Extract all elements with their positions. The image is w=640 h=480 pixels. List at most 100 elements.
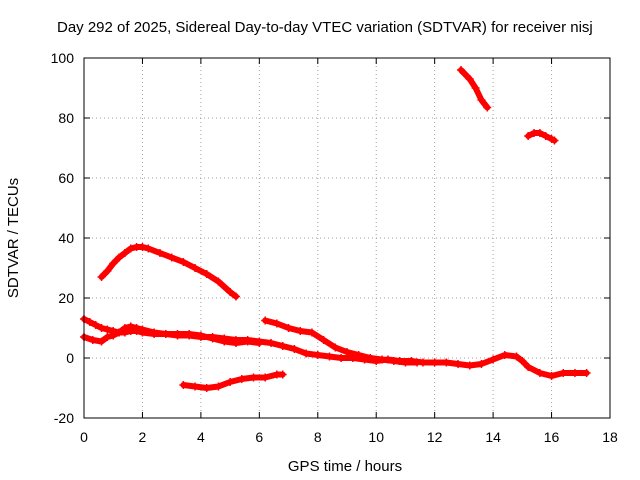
data-point — [196, 331, 205, 340]
y-tick-label: 20 — [58, 290, 74, 306]
data-point — [378, 355, 387, 364]
data-point — [249, 373, 258, 382]
data-point — [97, 324, 106, 332]
data-point — [132, 324, 141, 332]
data-point — [115, 328, 124, 337]
data-point — [231, 339, 240, 347]
data-point — [465, 361, 474, 370]
data-point — [103, 267, 112, 275]
data-point — [477, 96, 486, 104]
series-track-1 — [97, 243, 240, 301]
axis-ticks — [83, 57, 611, 419]
y-tick-label: 100 — [51, 50, 75, 66]
data-point — [91, 321, 100, 329]
data-point — [307, 328, 316, 337]
x-tick-label: 4 — [197, 429, 205, 445]
data-point — [302, 349, 311, 358]
series-track-3 — [80, 322, 264, 347]
x-tick-label: 10 — [368, 429, 384, 445]
data-point — [150, 328, 159, 337]
y-tick-label: 40 — [58, 230, 74, 246]
data-point — [541, 132, 550, 140]
data-point — [226, 288, 235, 296]
data-point — [524, 132, 533, 140]
data-point — [284, 324, 293, 332]
data-point — [138, 243, 147, 251]
data-point — [155, 249, 164, 257]
x-tick-label: 8 — [314, 429, 322, 445]
data-point — [126, 244, 135, 253]
data-point — [389, 357, 398, 365]
data-point — [214, 277, 223, 286]
data-point — [144, 244, 153, 253]
data-point — [237, 375, 246, 383]
data-point — [208, 334, 217, 343]
data-point — [512, 352, 521, 361]
data-point — [97, 273, 106, 281]
data-point — [138, 325, 147, 334]
plot-frame — [83, 57, 611, 419]
data-point — [167, 253, 176, 262]
data-point — [109, 331, 118, 340]
data-point — [570, 369, 579, 377]
data-point — [535, 369, 544, 377]
y-tick-label: 60 — [58, 170, 74, 186]
data-point — [231, 292, 240, 301]
data-point — [103, 333, 112, 341]
data-point — [582, 369, 591, 377]
data-point — [109, 259, 118, 268]
series-track-4 — [261, 316, 422, 367]
data-point — [173, 330, 182, 338]
x-tick-label: 18 — [602, 429, 618, 445]
data-point — [524, 363, 533, 371]
y-tick-label: -20 — [54, 410, 74, 426]
data-point — [226, 378, 235, 386]
y-tick-label: 0 — [66, 350, 74, 366]
x-tick-label: 14 — [485, 429, 501, 445]
data-point — [278, 370, 287, 379]
chart-title: Day 292 of 2025, Sidereal Day-to-day VTE… — [57, 19, 593, 36]
data-point — [185, 330, 194, 338]
data-point — [343, 348, 351, 356]
data-point — [191, 382, 200, 391]
data-point — [296, 327, 305, 335]
data-point — [456, 66, 465, 74]
data-point — [161, 330, 170, 338]
data-point — [471, 84, 480, 92]
data-point — [261, 316, 270, 325]
data-point — [97, 337, 106, 346]
y-tick-label: 80 — [58, 110, 74, 126]
data-point — [483, 103, 492, 112]
data-point — [220, 337, 229, 346]
data-point — [243, 337, 252, 346]
data-point — [103, 325, 112, 334]
data-point — [535, 129, 544, 137]
data-point — [430, 358, 439, 367]
data-series — [80, 66, 591, 392]
data-point — [465, 75, 474, 83]
data-point — [559, 369, 568, 377]
data-point — [413, 358, 422, 367]
data-point — [120, 324, 129, 332]
data-point — [261, 373, 270, 382]
series-track-7 — [524, 129, 559, 145]
x-tick-label: 16 — [544, 429, 560, 445]
data-point — [214, 382, 223, 391]
data-point — [290, 345, 299, 353]
y-axis-label: SDTVAR / TECUs — [5, 178, 22, 298]
data-point — [255, 339, 264, 347]
data-point — [500, 351, 509, 359]
data-point — [88, 336, 97, 344]
x-tick-label: 0 — [80, 429, 88, 445]
data-point — [179, 381, 188, 389]
data-point — [454, 360, 463, 368]
data-point — [202, 384, 211, 392]
data-point — [337, 354, 346, 362]
x-tick-label: 2 — [139, 429, 147, 445]
data-point — [477, 360, 486, 368]
data-point — [547, 372, 556, 380]
data-point — [313, 351, 322, 359]
data-point — [202, 270, 211, 278]
